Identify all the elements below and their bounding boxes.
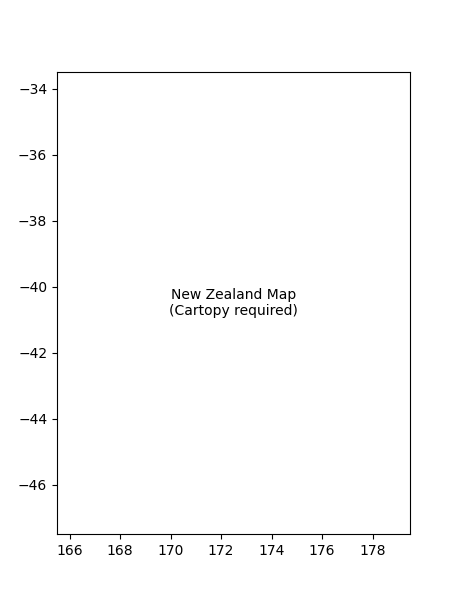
Text: New Zealand Map
(Cartopy required): New Zealand Map (Cartopy required): [169, 288, 298, 318]
